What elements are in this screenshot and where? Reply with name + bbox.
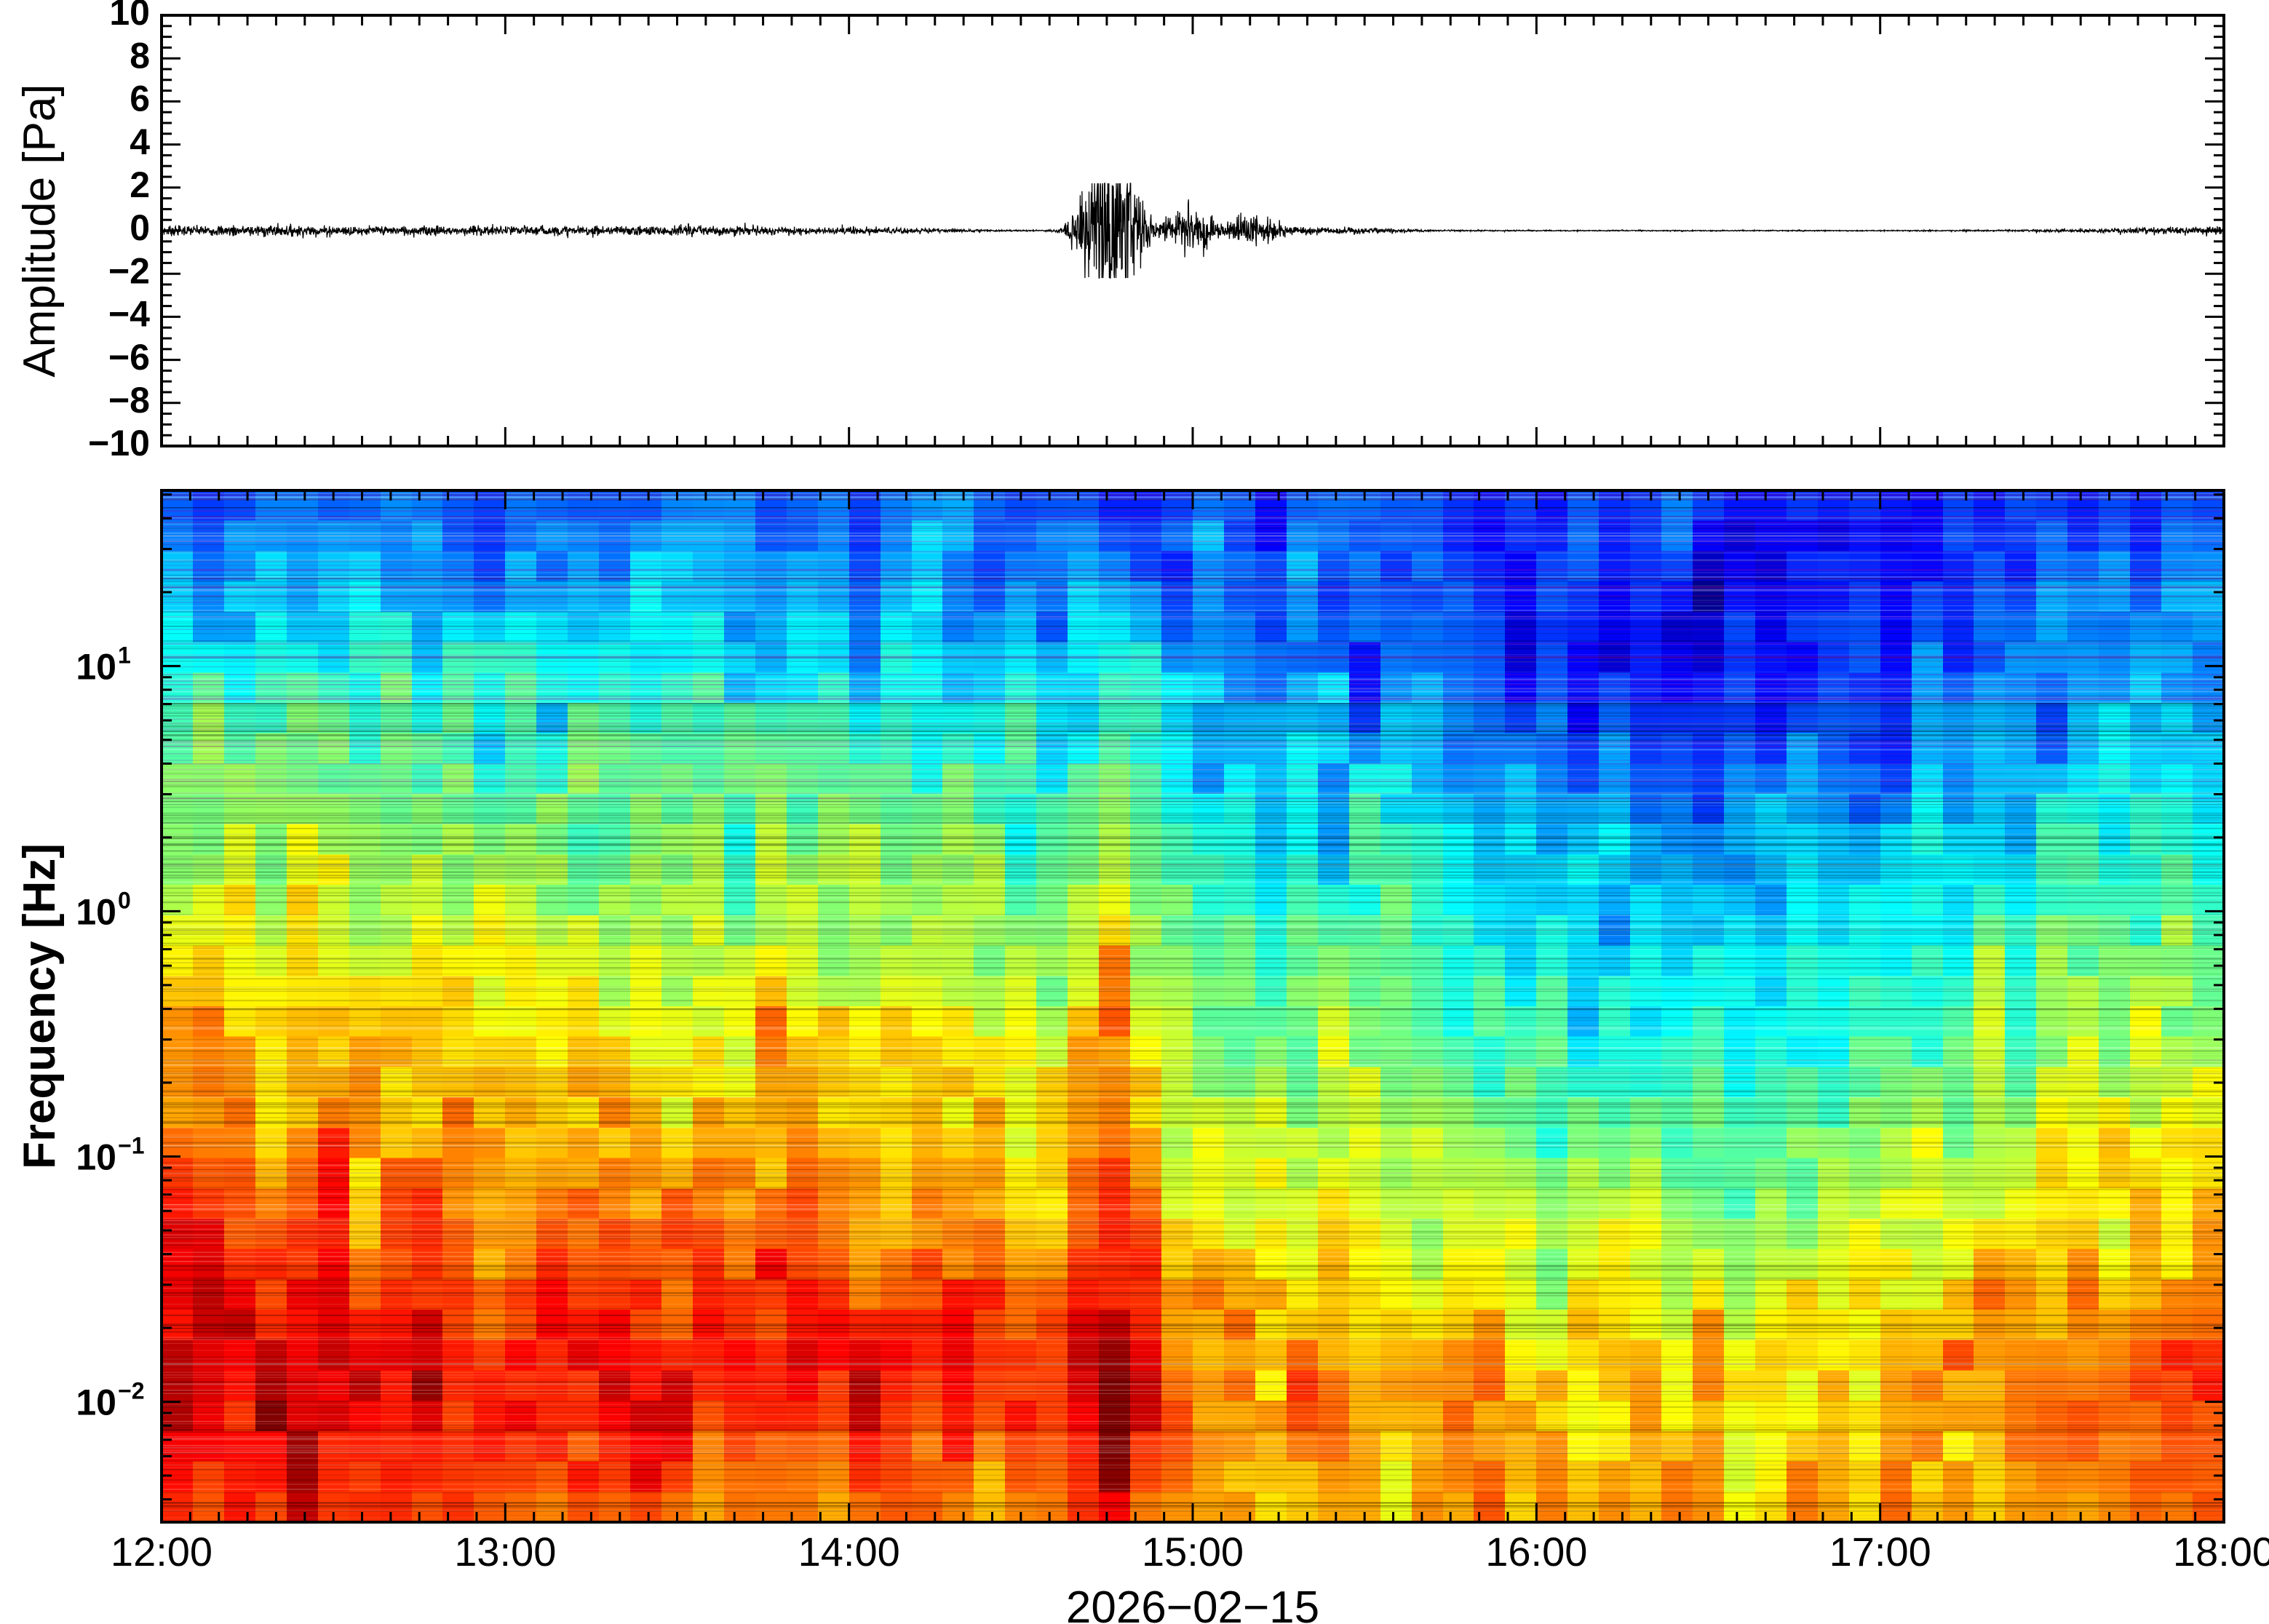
svg-text:17:00: 17:00 — [1829, 1529, 1931, 1575]
svg-text:14:00: 14:00 — [798, 1529, 900, 1575]
svg-text:−8: −8 — [108, 380, 150, 421]
svg-text:−2: −2 — [118, 1378, 144, 1404]
svg-text:10: 10 — [76, 1382, 116, 1423]
svg-text:−2: −2 — [108, 250, 150, 291]
svg-text:−1: −1 — [118, 1132, 144, 1158]
svg-text:Frequency [Hz]: Frequency [Hz] — [15, 843, 65, 1169]
svg-text:0: 0 — [118, 887, 131, 913]
svg-text:2026−02−15: 2026−02−15 — [1066, 1583, 1319, 1624]
svg-text:6: 6 — [130, 79, 150, 119]
svg-text:8: 8 — [130, 35, 150, 76]
svg-text:16:00: 16:00 — [1485, 1529, 1587, 1575]
svg-text:10: 10 — [109, 0, 150, 33]
svg-text:−10: −10 — [88, 423, 150, 463]
svg-text:−6: −6 — [108, 337, 150, 378]
svg-text:13:00: 13:00 — [454, 1529, 556, 1575]
svg-text:1: 1 — [118, 642, 131, 668]
svg-text:18:00: 18:00 — [2173, 1529, 2269, 1575]
svg-text:−4: −4 — [108, 294, 150, 335]
svg-text:2: 2 — [130, 164, 150, 205]
svg-text:0: 0 — [130, 207, 150, 248]
svg-text:10: 10 — [76, 891, 116, 932]
svg-text:4: 4 — [130, 122, 150, 162]
svg-text:10: 10 — [76, 1137, 116, 1177]
svg-text:Amplitude [Pa]: Amplitude [Pa] — [15, 84, 65, 377]
svg-text:12:00: 12:00 — [111, 1529, 212, 1575]
svg-text:10: 10 — [76, 646, 116, 687]
svg-text:15:00: 15:00 — [1142, 1529, 1244, 1575]
